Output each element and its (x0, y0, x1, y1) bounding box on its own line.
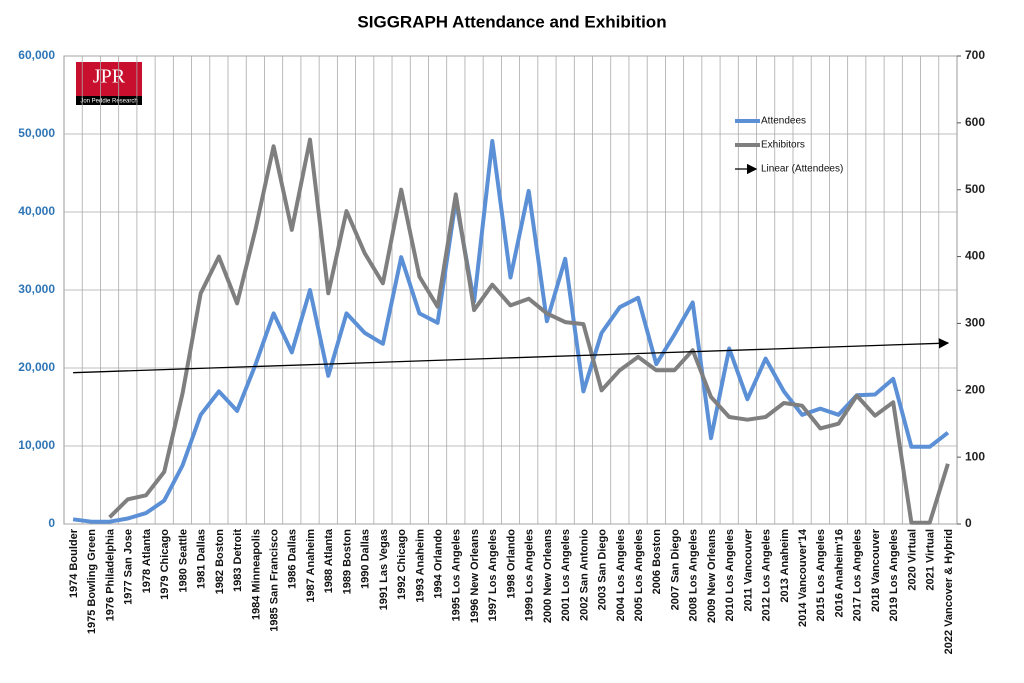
y-tick-label: 40,000 (18, 204, 55, 218)
x-tick-label: 2022 Vancover & Hybrid (943, 529, 955, 654)
chart-title: SIGGRAPH Attendance and Exhibition (357, 12, 666, 31)
x-tick-label: 2019 Los Angeles (888, 529, 900, 622)
x-tick-label: 2008 Los Angeles (688, 529, 700, 622)
y2-tick-label: 400 (965, 249, 985, 263)
x-tick-label: 1992 Chicago (396, 529, 408, 600)
logo: JPR Jon Peddie Research (76, 62, 142, 105)
logo-text: JPR (93, 66, 126, 88)
legend-label: Exhibitors (761, 140, 805, 151)
x-tick-label: 1976 Philadelphia (104, 528, 116, 621)
x-tick-label: 1995 Los Angeles (451, 529, 463, 622)
y2-tick-label: 700 (965, 48, 985, 62)
x-tick-label: 2013 Anaheim (779, 529, 791, 603)
y2-tick-label: 600 (965, 115, 985, 129)
x-tick-label: 2021 Virtual (925, 529, 937, 591)
x-tick-label: 2005 Los Angeles (633, 529, 645, 622)
x-tick-label: 2002 San Antonio (578, 529, 590, 621)
y2-tick-label: 500 (965, 182, 985, 196)
x-tick-label: 2009 New Orleans (706, 529, 718, 623)
x-tick-label: 2000 New Orleans (542, 529, 554, 623)
x-tick-label: 1974 Boulder (68, 528, 80, 598)
x-tick-label: 2018 Vancouver (870, 528, 882, 612)
x-tick-label: 1991 Las Vegas (378, 529, 390, 610)
y2-tick-label: 0 (965, 516, 972, 530)
trendline (73, 338, 950, 374)
x-tick-label: 2006 Boston (651, 529, 663, 595)
legend-label: Linear (Attendees) (761, 164, 843, 175)
x-tick-label: 2017 Los Angeles (852, 529, 864, 622)
y-tick-label: 10,000 (18, 438, 55, 452)
x-tick-label: 2012 Los Angeles (761, 529, 773, 622)
x-tick-label: 1983 Detroit (232, 529, 244, 592)
y-tick-label: 60,000 (18, 48, 55, 62)
x-tick-label: 1979 Chicago (159, 529, 171, 600)
legend-label: Attendees (761, 116, 806, 127)
x-tick-label: 1982 Boston (214, 529, 226, 595)
x-tick-label: 2020 Virtual (906, 529, 918, 591)
x-tick-label: 1981 Dallas (196, 529, 208, 589)
logo-strip (76, 96, 142, 105)
x-tick-label: 1984 Minneapolis (250, 529, 262, 620)
y2-tick-label: 300 (965, 316, 985, 330)
x-tick-label: 1994 Orlando (433, 529, 445, 599)
x-tick-label: 1986 Dallas (287, 529, 299, 589)
y-tick-label: 0 (48, 516, 55, 530)
x-tick-label: 2016 Anaheim'16 (833, 529, 845, 617)
y-tick-label: 20,000 (18, 360, 55, 374)
x-tick-label: 2010 Los Angeles (724, 529, 736, 622)
series-line (72, 139, 950, 524)
x-tick-label: 1998 Orlando (505, 529, 517, 599)
x-tick-label: 1996 New Orleans (469, 529, 481, 623)
x-tick-label: 2001 Los Angeles (560, 529, 572, 622)
x-tick-label: 1985 San Francisco (268, 529, 280, 632)
x-tick-label: 1993 Anaheim (414, 529, 426, 603)
y2-tick-label: 200 (965, 382, 985, 396)
series-line (108, 137, 950, 525)
x-tick-label: 2004 Los Angeles (615, 529, 627, 622)
x-tick-label: 1978 Atlanta (141, 528, 153, 593)
x-tick-label: 1989 Boston (341, 529, 353, 595)
x-tick-label: 1999 Los Angeles (524, 529, 536, 622)
y-tick-label: 50,000 (18, 126, 55, 140)
x-tick-label: 2014 Vancouver'14 (797, 528, 809, 627)
x-tick-label: 1997 Los Angeles (487, 529, 499, 622)
x-tick-label: 2015 Los Angeles (815, 529, 827, 622)
x-tick-label: 1988 Atlanta (323, 528, 335, 593)
x-tick-label: 1990 Dallas (360, 529, 372, 589)
x-tick-label: 1980 Seattle (177, 529, 189, 593)
y2-tick-label: 100 (965, 449, 985, 463)
logo-subtitle: Jon Peddie Research (80, 99, 137, 105)
x-tick-label: 2011 Vancouver (742, 528, 754, 611)
x-tick-label: 1975 Bowling Green (86, 529, 98, 634)
x-tick-label: 1977 San Jose (123, 529, 135, 605)
x-tick-label: 1987 Anaheim (305, 529, 317, 603)
x-tick-label: 2007 San Diego (669, 529, 681, 611)
y-tick-label: 30,000 (18, 282, 55, 296)
x-tick-label: 2003 San Diego (597, 529, 609, 611)
